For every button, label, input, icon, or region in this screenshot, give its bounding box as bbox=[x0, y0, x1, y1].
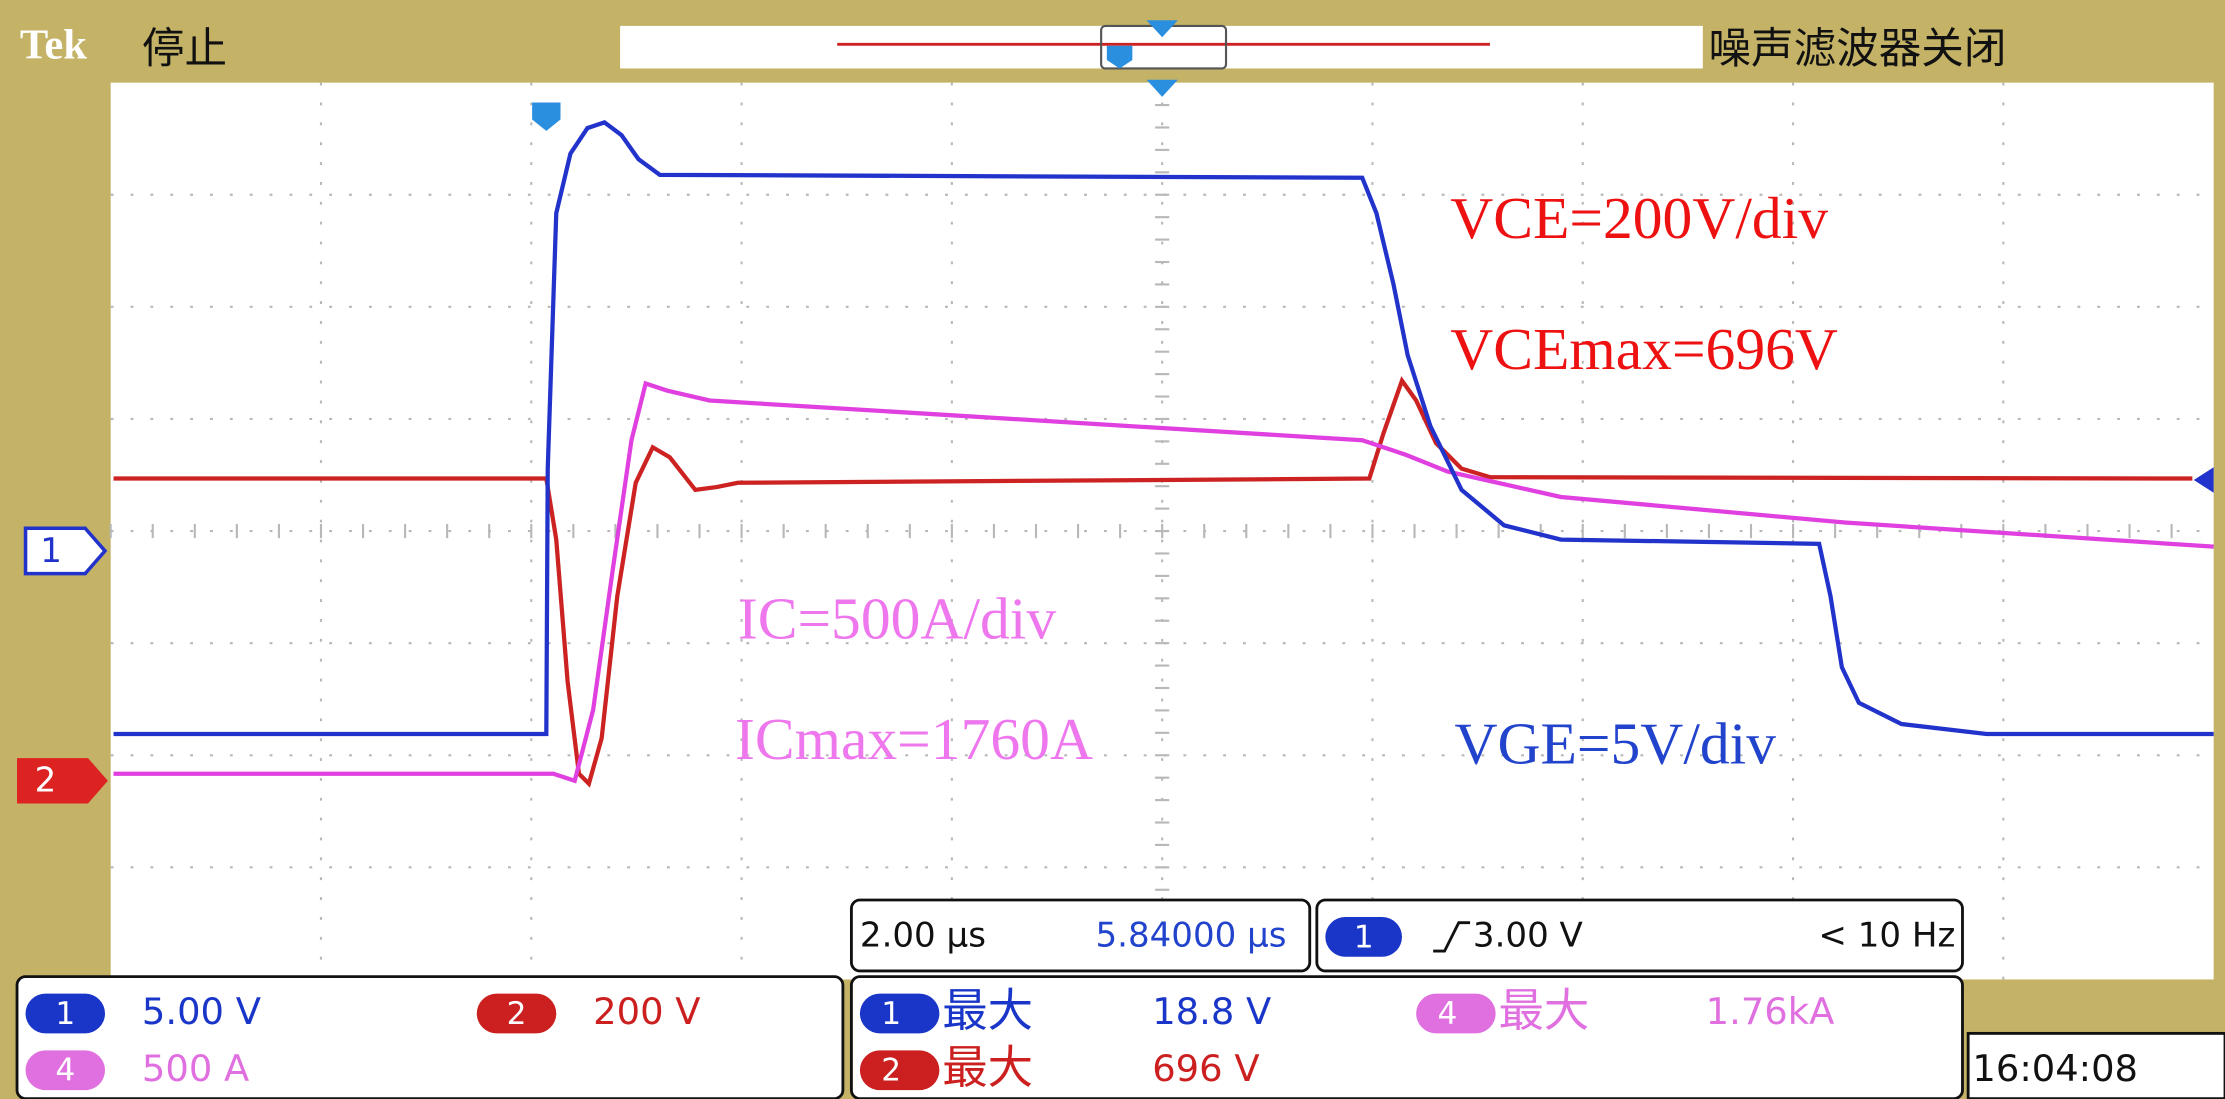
filter-status: 噪声滤波器关闭 bbox=[1708, 24, 2006, 74]
brand: Tek bbox=[20, 21, 87, 68]
run-status: 停止 bbox=[142, 24, 227, 74]
meas2-channel: 4 bbox=[1437, 996, 1457, 1032]
ch1-marker bbox=[26, 528, 105, 573]
timebase-position: 5.84000 μs bbox=[1095, 915, 1286, 955]
meas3-value: 696 V bbox=[1152, 1047, 1259, 1090]
body: {"header": {"brand": "Tek", "status": "停… bbox=[0, 0, 2225, 1099]
trigger-level: 3.00 V bbox=[1473, 915, 1584, 955]
meas1-value: 18.8 V bbox=[1152, 990, 1271, 1033]
ch1-marker-label: 1 bbox=[40, 531, 62, 571]
ch1-scale: 5.00 V bbox=[142, 990, 261, 1033]
meas3-label: 最大 bbox=[942, 1041, 1033, 1094]
annotation-vce-max: VCEmax=696V bbox=[1450, 316, 1838, 382]
ch1-id: 1 bbox=[55, 996, 75, 1032]
ch4-id: 4 bbox=[55, 1053, 75, 1089]
meas1-label: 最大 bbox=[942, 984, 1033, 1037]
timebase-scale: 2.00 μs bbox=[860, 915, 986, 955]
ch2-id: 2 bbox=[507, 996, 527, 1032]
meas2-label: 最大 bbox=[1498, 984, 1589, 1037]
annotation-ic-scale: IC=500A/div bbox=[738, 585, 1056, 651]
meas3-channel: 2 bbox=[881, 1053, 901, 1089]
ch2-marker-label: 2 bbox=[35, 761, 57, 801]
annotation-vce-scale: VCE=200V/div bbox=[1450, 185, 1828, 251]
trigger-channel: 1 bbox=[1354, 919, 1374, 955]
meas1-channel: 1 bbox=[881, 996, 901, 1032]
meas2-value: 1.76kA bbox=[1706, 990, 1835, 1033]
ch4-scale: 500 A bbox=[142, 1047, 249, 1090]
clock: 16:04:08 bbox=[1972, 1047, 2138, 1090]
oscilloscope-screen: Tek 停止 噪声滤波器关闭 VCE=200V/div VCEmax=696V … bbox=[0, 0, 2225, 1099]
ch2-scale: 200 V bbox=[593, 990, 700, 1033]
annotation-vge-scale: VGE=5V/div bbox=[1454, 710, 1776, 776]
page: Oscilloscope capture html, body { margin… bbox=[0, 0, 2225, 1099]
annotation-ic-max: ICmax=1760A bbox=[735, 706, 1093, 772]
trigger-frequency: < 10 Hz bbox=[1818, 915, 1955, 955]
